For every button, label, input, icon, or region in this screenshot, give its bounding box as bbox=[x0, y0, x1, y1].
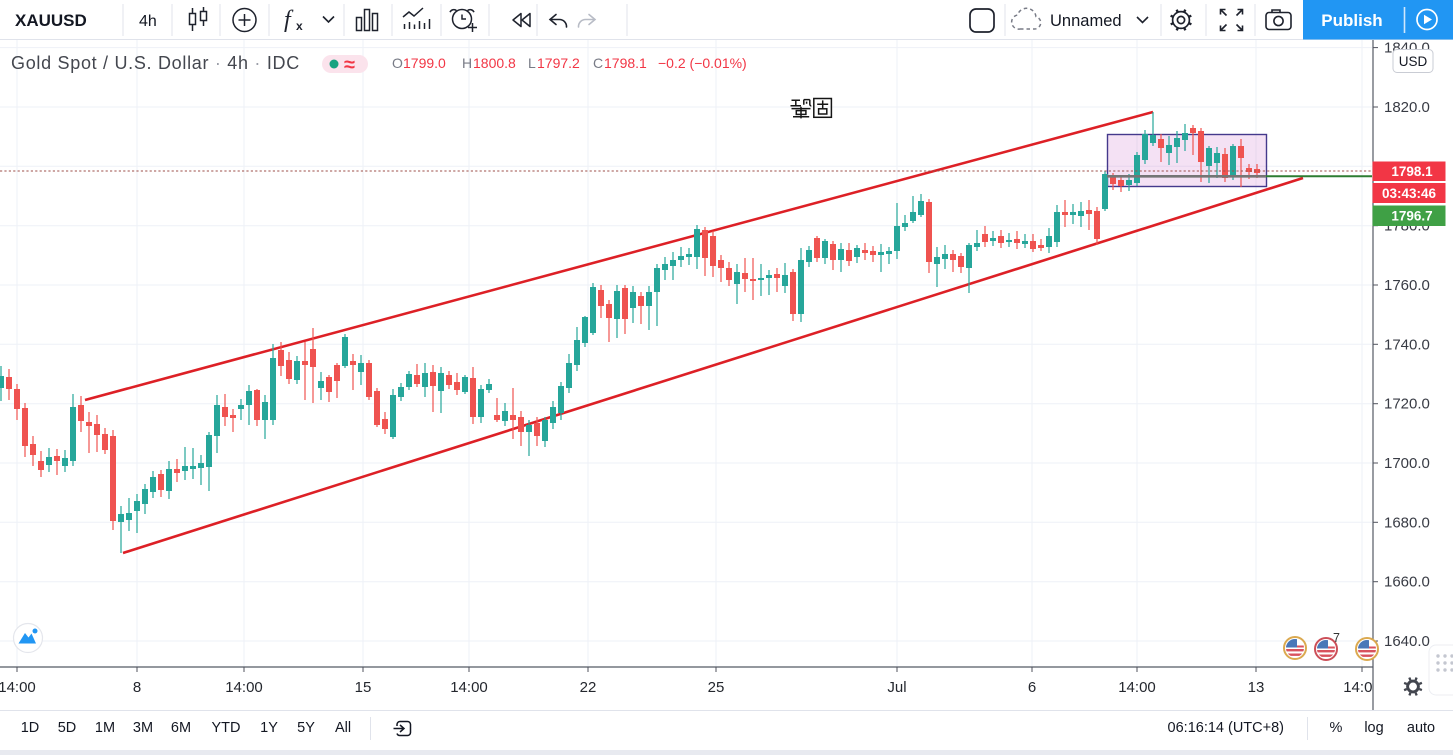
svg-text:1799.0: 1799.0 bbox=[403, 55, 446, 71]
svg-text:1820.0: 1820.0 bbox=[1384, 99, 1430, 116]
svg-text:03:43:46: 03:43:46 bbox=[1382, 186, 1437, 201]
svg-text:1D: 1D bbox=[21, 720, 40, 736]
svg-text:7: 7 bbox=[1333, 631, 1340, 645]
svg-text:1798.1: 1798.1 bbox=[1391, 164, 1433, 179]
svg-text:Gold Spot / U.S. Dollar · 4h ·: Gold Spot / U.S. Dollar · 4h · IDC bbox=[11, 53, 300, 73]
svg-text:25: 25 bbox=[708, 679, 725, 696]
svg-text:1760.0: 1760.0 bbox=[1384, 277, 1430, 294]
svg-text:Jul: Jul bbox=[887, 679, 906, 696]
svg-text:USD: USD bbox=[1399, 54, 1428, 69]
svg-text:14:00: 14:00 bbox=[1118, 679, 1156, 696]
svg-text:%: % bbox=[1330, 720, 1343, 736]
svg-text:x: x bbox=[296, 19, 303, 33]
svg-text:O: O bbox=[392, 55, 403, 71]
svg-text:f: f bbox=[284, 7, 294, 33]
svg-text:auto: auto bbox=[1407, 720, 1435, 736]
svg-text:14:00: 14:00 bbox=[450, 679, 488, 696]
svg-text:1720.0: 1720.0 bbox=[1384, 396, 1430, 413]
svg-text:C: C bbox=[593, 55, 603, 71]
svg-text:4h: 4h bbox=[139, 13, 157, 30]
svg-text:L: L bbox=[528, 55, 536, 71]
svg-text:8: 8 bbox=[133, 679, 141, 696]
svg-text:All: All bbox=[335, 720, 351, 736]
svg-text:1797.2: 1797.2 bbox=[537, 55, 580, 71]
svg-text:Unnamed: Unnamed bbox=[1050, 12, 1122, 30]
svg-text:XAUUSD: XAUUSD bbox=[15, 11, 87, 30]
svg-text:15: 15 bbox=[355, 679, 372, 696]
svg-text:5Y: 5Y bbox=[297, 720, 315, 736]
svg-text:14:00: 14:00 bbox=[1343, 679, 1381, 696]
svg-text:H: H bbox=[462, 55, 472, 71]
svg-text:1700.0: 1700.0 bbox=[1384, 455, 1430, 472]
svg-text:≈: ≈ bbox=[344, 54, 355, 76]
svg-text:13: 13 bbox=[1248, 679, 1265, 696]
svg-text:6: 6 bbox=[1028, 679, 1036, 696]
svg-text:14:00: 14:00 bbox=[225, 679, 263, 696]
svg-text:22: 22 bbox=[580, 679, 597, 696]
svg-text:5D: 5D bbox=[58, 720, 77, 736]
svg-text:1680.0: 1680.0 bbox=[1384, 514, 1430, 531]
svg-text:1800.8: 1800.8 bbox=[473, 55, 516, 71]
svg-text:Publish: Publish bbox=[1321, 11, 1382, 30]
svg-text:−0.2 (−0.01%): −0.2 (−0.01%) bbox=[658, 55, 747, 71]
svg-text:1Y: 1Y bbox=[260, 720, 278, 736]
svg-text:1660.0: 1660.0 bbox=[1384, 574, 1430, 591]
svg-text:06:16:14 (UTC+8): 06:16:14 (UTC+8) bbox=[1168, 720, 1284, 736]
svg-text:1796.7: 1796.7 bbox=[1391, 209, 1432, 224]
svg-text:log: log bbox=[1364, 720, 1383, 736]
svg-text:3M: 3M bbox=[133, 720, 153, 736]
svg-text:14:00: 14:00 bbox=[0, 679, 36, 696]
svg-text:1640.0: 1640.0 bbox=[1384, 633, 1430, 650]
svg-text:1798.1: 1798.1 bbox=[604, 55, 647, 71]
svg-text:6M: 6M bbox=[171, 720, 191, 736]
svg-text:1740.0: 1740.0 bbox=[1384, 336, 1430, 353]
svg-text:YTD: YTD bbox=[212, 720, 241, 736]
svg-text:1M: 1M bbox=[95, 720, 115, 736]
